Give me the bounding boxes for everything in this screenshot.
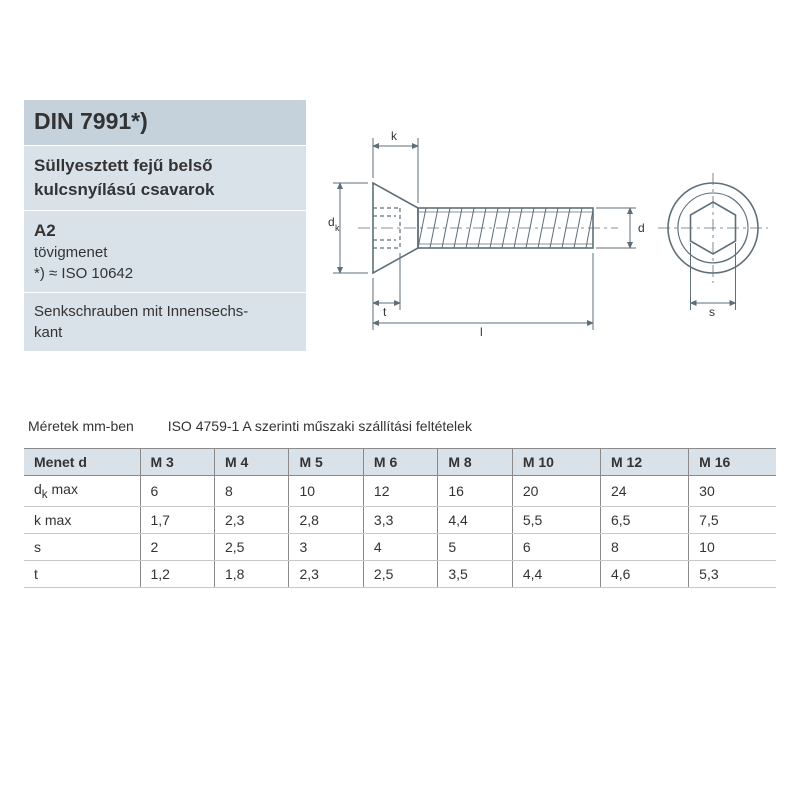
table-row: k max1,72,32,83,34,45,56,57,5 (24, 506, 776, 533)
title-box: DIN 7991*) (24, 100, 306, 146)
dim-s: s (709, 305, 715, 319)
dim-dk-d: d (328, 215, 335, 229)
table-cell: 20 (512, 476, 600, 507)
col-header: M 5 (289, 449, 363, 476)
subtitle-line2: kulcsnyílású csavarok (34, 178, 296, 202)
table-cell: 2 (140, 533, 214, 560)
table-cell: 4,6 (601, 560, 689, 587)
col-header: M 6 (363, 449, 437, 476)
table-cell: 16 (438, 476, 512, 507)
table-cell: 2,5 (214, 533, 288, 560)
table-cell: 8 (214, 476, 288, 507)
table-cell: 2,3 (214, 506, 288, 533)
table-cell: 4,4 (512, 560, 600, 587)
table-cell: 12 (363, 476, 437, 507)
table-cell: 1,2 (140, 560, 214, 587)
material-line3: *) ≈ ISO 10642 (34, 263, 296, 284)
table-cell: 6 (512, 533, 600, 560)
table-cell: 3,5 (438, 560, 512, 587)
table-cell: 6,5 (601, 506, 689, 533)
col-header: M 12 (601, 449, 689, 476)
header-panel: DIN 7991*) Süllyesztett fejű belső kulcs… (24, 100, 306, 352)
table-cell: 8 (601, 533, 689, 560)
dim-d: d (638, 221, 645, 235)
table-cell: 2,8 (289, 506, 363, 533)
material-line2: tövigmenet (34, 242, 296, 263)
german-line2: kant (34, 322, 296, 343)
german-box: Senkschrauben mit Innensechs- kant (24, 293, 306, 352)
technical-diagram: k d k t l d s (318, 118, 778, 338)
dim-k: k (391, 129, 398, 143)
caption-right: ISO 4759-1 A szerinti műszaki szállítási… (168, 418, 472, 434)
col-header: M 10 (512, 449, 600, 476)
dimensions-table: Menet d M 3 M 4 M 5 M 6 M 8 M 10 M 12 M … (24, 448, 776, 588)
subtitle-box: Süllyesztett fejű belső kulcsnyílású csa… (24, 146, 306, 211)
row-label: dk max (24, 476, 140, 507)
row-label: k max (24, 506, 140, 533)
table-row: dk max68101216202430 (24, 476, 776, 507)
table-cell: 1,8 (214, 560, 288, 587)
table-cell: 3,3 (363, 506, 437, 533)
table-cell: 24 (601, 476, 689, 507)
caption-left: Méretek mm-ben (28, 418, 134, 434)
dim-dk-sub: k (335, 223, 340, 233)
table-caption: Méretek mm-ben ISO 4759-1 A szerinti műs… (28, 418, 472, 434)
col-header: M 8 (438, 449, 512, 476)
dim-t: t (383, 305, 387, 319)
table-cell: 3 (289, 533, 363, 560)
table-cell: 30 (689, 476, 776, 507)
table-cell: 5,3 (689, 560, 776, 587)
table-cell: 4 (363, 533, 437, 560)
dim-l: l (480, 325, 483, 338)
col-header: M 3 (140, 449, 214, 476)
table-header-row: Menet d M 3 M 4 M 5 M 6 M 8 M 10 M 12 M … (24, 449, 776, 476)
title: DIN 7991*) (34, 108, 296, 135)
col-header: M 16 (689, 449, 776, 476)
table-cell: 10 (689, 533, 776, 560)
material: A2 (34, 219, 296, 243)
col-header: M 4 (214, 449, 288, 476)
table-cell: 6 (140, 476, 214, 507)
subtitle-line1: Süllyesztett fejű belső (34, 154, 296, 178)
table-cell: 1,7 (140, 506, 214, 533)
row-label: t (24, 560, 140, 587)
table-cell: 7,5 (689, 506, 776, 533)
table-cell: 2,5 (363, 560, 437, 587)
german-line1: Senkschrauben mit Innensechs- (34, 301, 296, 322)
table-row: t1,21,82,32,53,54,44,65,3 (24, 560, 776, 587)
table-cell: 2,3 (289, 560, 363, 587)
row-label: s (24, 533, 140, 560)
table-cell: 10 (289, 476, 363, 507)
table-cell: 5,5 (512, 506, 600, 533)
table-cell: 4,4 (438, 506, 512, 533)
table-cell: 5 (438, 533, 512, 560)
material-box: A2 tövigmenet *) ≈ ISO 10642 (24, 211, 306, 294)
table-corner: Menet d (24, 449, 140, 476)
table-row: s22,53456810 (24, 533, 776, 560)
